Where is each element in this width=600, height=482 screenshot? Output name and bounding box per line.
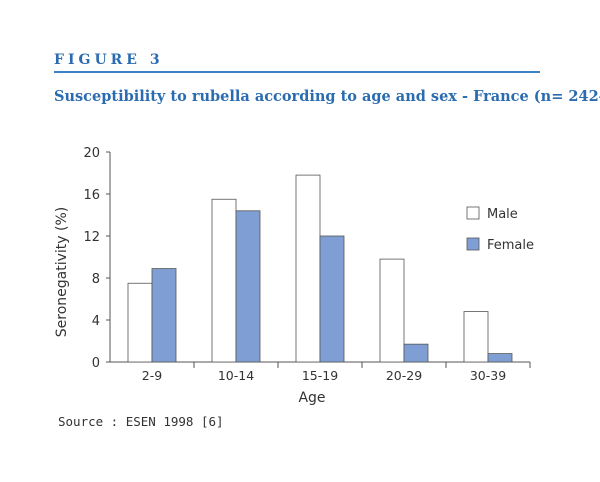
legend-swatch-male (466, 206, 480, 220)
bar-male-10-14 (211, 198, 237, 363)
chart-legend: Male Female (466, 206, 534, 253)
bar-female-15-19 (319, 235, 345, 363)
bar-male-30-39 (463, 311, 489, 363)
bar-male-2-9 (127, 282, 153, 363)
y-tick-label: 16 (83, 188, 100, 203)
x-tick-label: 20-29 (386, 368, 422, 383)
y-tick-label: 12 (83, 230, 100, 245)
x-axis-label: Age (298, 390, 325, 406)
bar-female-2-9 (151, 268, 177, 363)
legend-label-male: Male (487, 207, 518, 222)
bar-female-20-29 (403, 343, 429, 363)
bar-female-30-39 (487, 353, 513, 363)
source-note: Source : ESEN 1998 [6] (58, 414, 224, 429)
y-axis-label: Seronegativity (%) (54, 207, 70, 337)
y-tick-label: 0 (92, 356, 100, 371)
chart-bars (127, 174, 513, 363)
y-tick-label: 8 (92, 272, 100, 287)
x-tick-label: 10-14 (218, 368, 254, 383)
legend-swatch-female (466, 237, 480, 251)
y-tick-label: 4 (92, 314, 100, 329)
bar-male-15-19 (295, 174, 321, 363)
x-tick-label: 2-9 (142, 368, 162, 383)
figure-label: FIGURE 3 (54, 52, 164, 68)
bar-female-10-14 (235, 210, 261, 363)
title-rule (54, 71, 540, 73)
y-tick-label: 20 (83, 146, 100, 161)
chart-title: Susceptibility to rubella according to a… (54, 88, 600, 105)
bar-male-20-29 (379, 258, 405, 363)
legend-label-female: Female (487, 238, 534, 253)
x-tick-label: 15-19 (302, 368, 338, 383)
x-tick-label: 30-39 (470, 368, 506, 383)
